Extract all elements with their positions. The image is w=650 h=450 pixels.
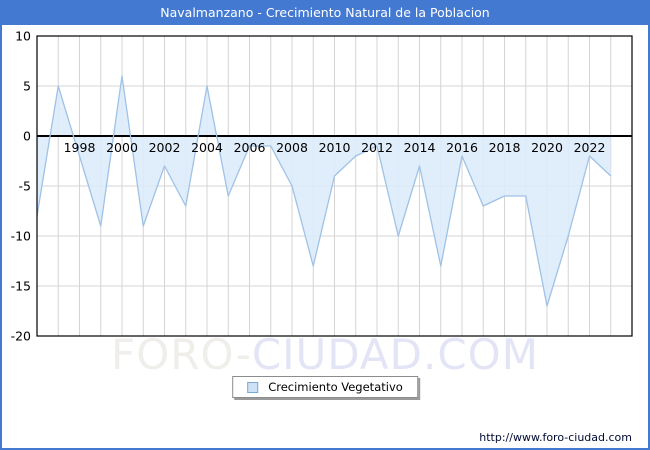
x-tick-label: 2008 <box>276 140 308 155</box>
y-tick-label: -20 <box>11 329 31 344</box>
chart-title: Navalmanzano - Crecimiento Natural de la… <box>0 0 650 25</box>
y-tick-label: 0 <box>23 129 31 144</box>
x-tick-label: 2018 <box>489 140 521 155</box>
plot-area: 1998 2000 2002 2004 2006 2008 2010 2012 2014 2016… <box>11 29 633 344</box>
legend: Crecimiento Vegetativo <box>232 376 418 398</box>
y-tick-label: -5 <box>19 179 31 194</box>
watermark-foro: FORO- <box>111 330 252 379</box>
x-tick-label: 2016 <box>446 140 478 155</box>
y-tick-label: -10 <box>11 229 31 244</box>
footer-url[interactable]: http://www.foro-ciudad.com <box>479 431 632 444</box>
x-tick-label: 2010 <box>319 140 351 155</box>
legend-marker-icon <box>247 381 259 393</box>
watermark: FORO-CIUDAD.COM <box>0 334 650 376</box>
y-tick-label: -15 <box>11 279 31 294</box>
x-tick-label: 2012 <box>361 140 393 155</box>
x-tick-label: 2022 <box>574 140 606 155</box>
series-line <box>36 75 612 307</box>
x-tick-label: 2014 <box>404 140 436 155</box>
plot-border <box>36 35 633 337</box>
y-tick-label: 10 <box>15 29 31 44</box>
x-tick-label: 2002 <box>149 140 181 155</box>
x-tick-label: 2006 <box>234 140 266 155</box>
y-tick-label: 5 <box>23 79 31 94</box>
watermark-ciudad: CIUDAD.COM <box>251 330 539 379</box>
x-tick-label: 2004 <box>191 140 223 155</box>
x-tick-label: 2020 <box>531 140 563 155</box>
legend-label: Crecimiento Vegetativo <box>268 380 403 394</box>
x-tick-label: 2000 <box>106 140 138 155</box>
series-area <box>37 76 611 306</box>
x-tick-label: 1998 <box>64 140 96 155</box>
